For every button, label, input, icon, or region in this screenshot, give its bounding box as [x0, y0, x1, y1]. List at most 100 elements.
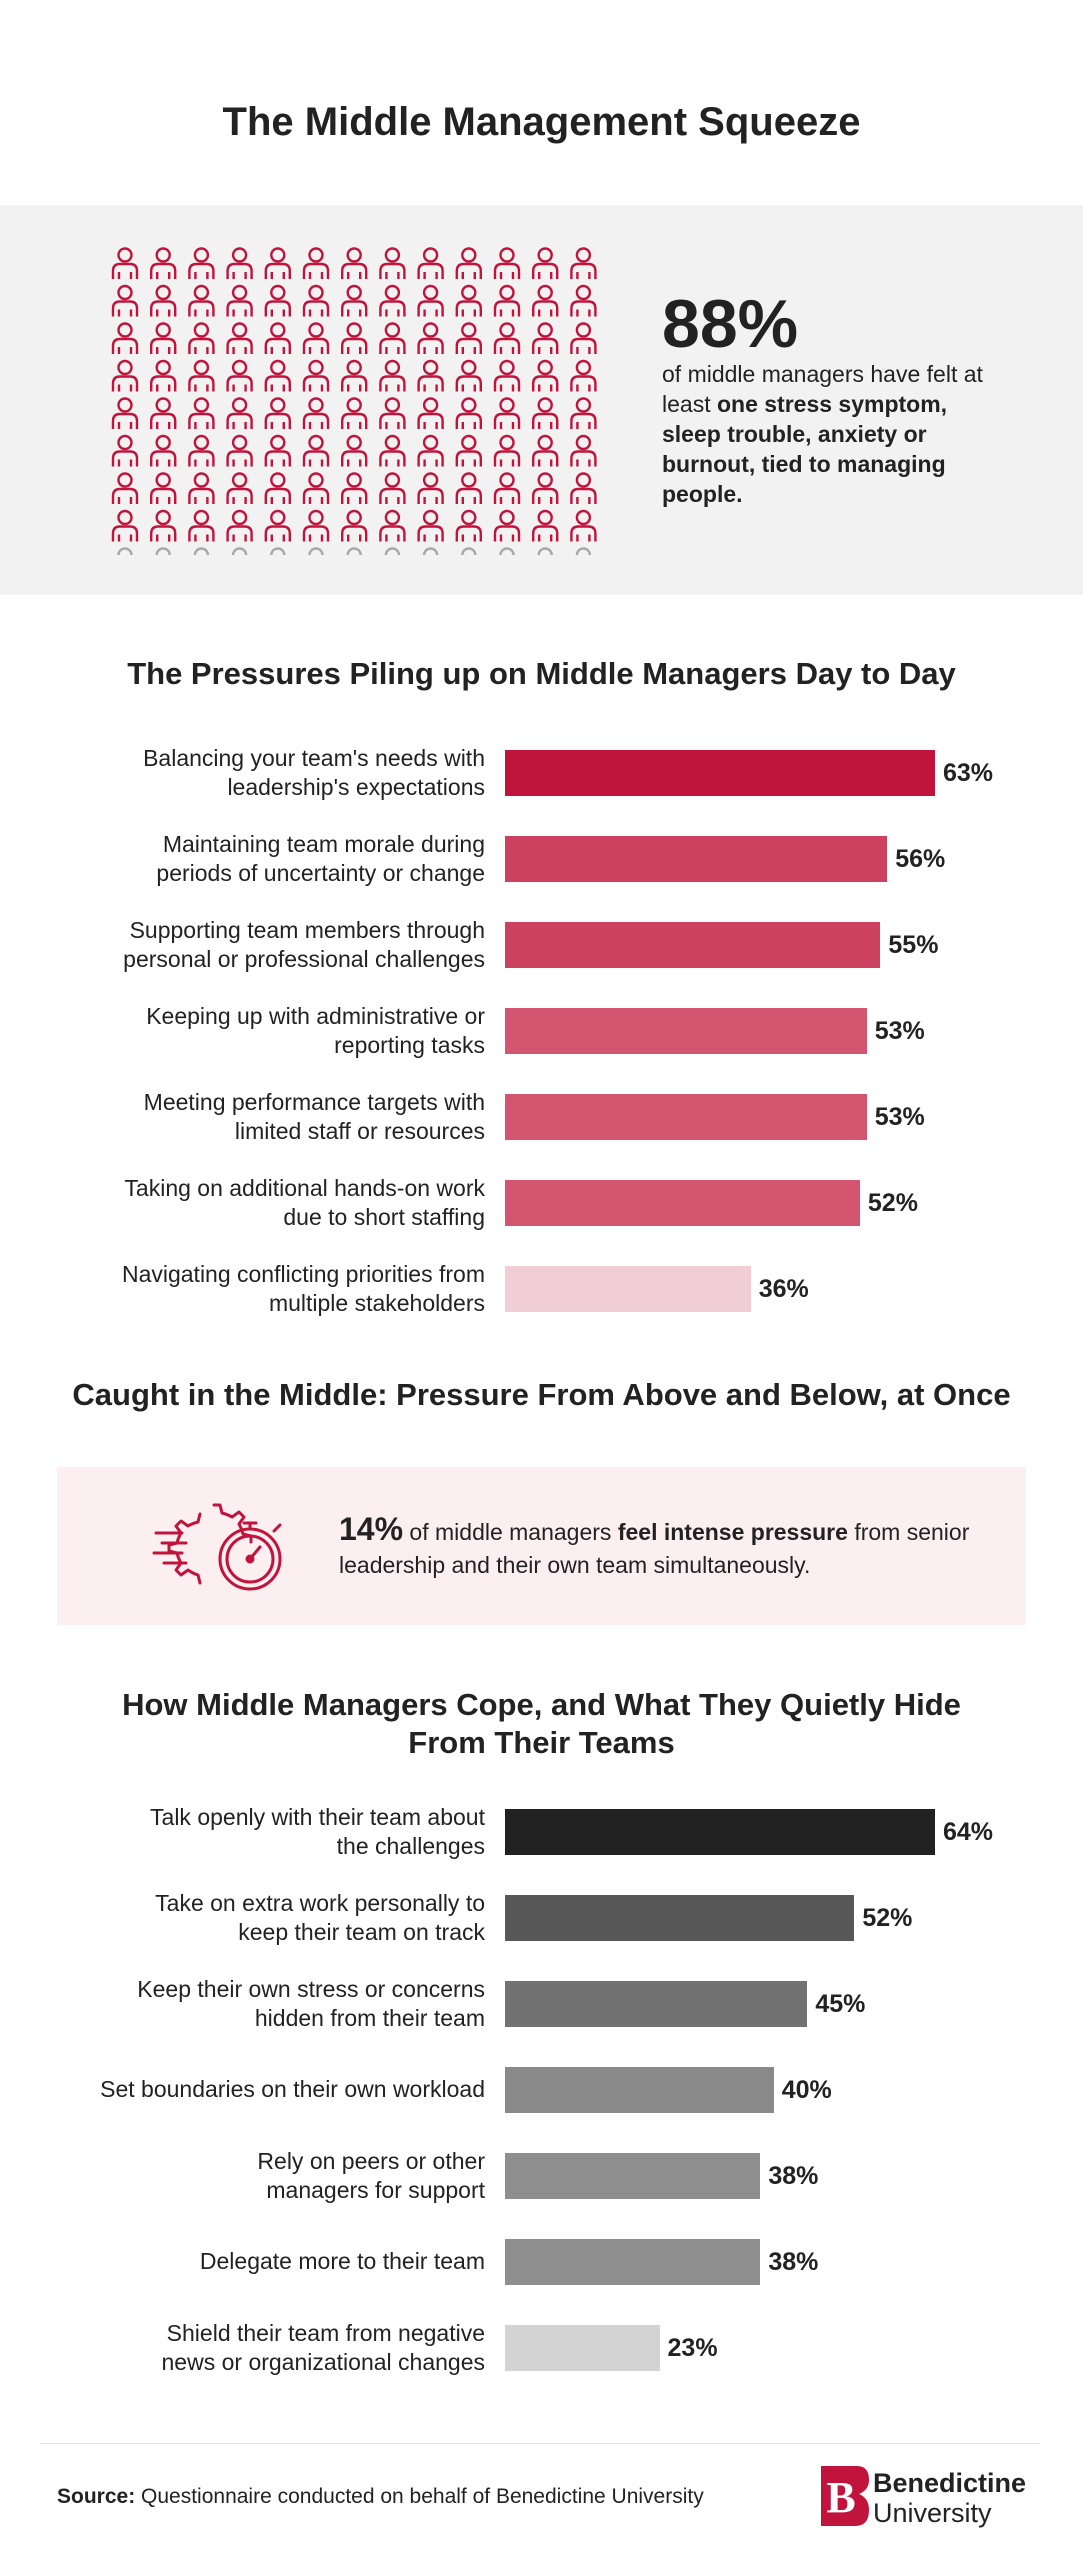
pressures-chart-title: The Pressures Piling up on Middle Manage… — [127, 656, 956, 691]
person-icon — [379, 284, 406, 317]
person-icon — [570, 359, 597, 392]
person-icon — [379, 397, 406, 429]
person-icon — [537, 547, 553, 555]
person-icon — [532, 397, 559, 429]
pressures-bar — [505, 836, 888, 882]
person-icon — [302, 322, 330, 354]
person-icon — [570, 397, 597, 429]
pressures-bar — [505, 1180, 860, 1226]
pressures-bar-row: Taking on additional hands-on work due to… — [0, 1168, 1083, 1238]
person-icon — [417, 322, 444, 354]
coping-bar-value: 45% — [815, 1990, 866, 2018]
person-icon — [264, 322, 291, 354]
person-icon — [150, 434, 177, 467]
pressures-bar-row: Supporting team members through personal … — [0, 910, 1083, 980]
person-icon — [379, 434, 406, 467]
logo-letter: B — [826, 2473, 855, 2522]
coping-bar-chart: Talk openly with their team about the cha… — [0, 1797, 1083, 2397]
person-icon — [379, 472, 406, 504]
person-icon — [111, 284, 139, 317]
person-icon — [417, 247, 444, 279]
person-icon — [417, 472, 444, 504]
person-icon — [111, 472, 139, 504]
person-icon — [111, 322, 139, 354]
person-icon — [270, 547, 286, 555]
coping-bar-row: Delegate more to their team 38% — [0, 2227, 1083, 2297]
person-icon — [532, 247, 559, 279]
person-icon — [384, 547, 401, 555]
coping-bar — [505, 1981, 808, 2027]
person-icon — [532, 284, 559, 317]
person-icon — [422, 547, 439, 555]
pressures-bar-label: Navigating conflicting priorities from mu… — [121, 1260, 485, 1316]
coping-bar-label: Take on extra work personally to keep the… — [155, 1889, 485, 1945]
coping-bar-value: 52% — [862, 1904, 913, 1932]
coping-bar-value: 64% — [943, 1818, 994, 1846]
coping-bar-row: Rely on peers or other managers for suppo… — [0, 2141, 1083, 2211]
person-icon — [532, 322, 559, 354]
coping-bar-label: Keep their own stress or concerns hidden … — [137, 1975, 485, 2031]
person-icon — [379, 247, 406, 279]
person-icon — [341, 472, 368, 504]
logo-name: Benedictine — [873, 2468, 1027, 2498]
person-icon — [532, 359, 559, 392]
coping-bar-label: Delegate more to their team — [199, 2248, 485, 2275]
person-icon — [188, 359, 215, 392]
person-icon — [308, 547, 324, 555]
coping-bar-value: 38% — [768, 2162, 819, 2190]
coping-bar-row: Take on extra work personally to keep the… — [0, 1883, 1083, 1953]
person-icon — [150, 472, 177, 504]
person-icon — [341, 284, 368, 317]
coping-bar — [505, 1895, 855, 1941]
pressures-bar-label: Taking on additional hands-on work due to… — [124, 1174, 485, 1230]
hero-percent: 88% — [662, 286, 799, 362]
person-icon — [493, 284, 521, 317]
pressures-bar — [505, 750, 935, 796]
person-icon — [417, 359, 444, 392]
person-icon — [155, 547, 171, 555]
people-icon-grid — [111, 247, 597, 555]
person-icon — [226, 472, 253, 504]
person-icon — [455, 434, 482, 467]
person-icon — [341, 509, 368, 542]
coping-bar-value: 38% — [768, 2248, 819, 2276]
coping-bar-label: Talk openly with their team about the cha… — [150, 1803, 485, 1859]
coping-title-line: How Middle Managers Cope, and What They … — [122, 1687, 961, 1722]
person-icon — [379, 359, 406, 392]
person-icon — [226, 434, 253, 467]
person-icon — [493, 397, 521, 429]
person-icon — [493, 472, 521, 504]
person-icon — [570, 247, 597, 279]
person-icon — [188, 434, 215, 467]
person-icon — [455, 247, 482, 279]
coping-bar-label: Set boundaries on their own workload — [100, 2076, 485, 2103]
coping-bar-value: 40% — [781, 2076, 832, 2104]
person-icon — [493, 359, 521, 392]
person-icon — [150, 322, 177, 354]
person-icon — [341, 247, 368, 279]
pressures-bar — [505, 922, 881, 968]
person-icon — [493, 434, 521, 467]
pressures-bar-value: 52% — [867, 1189, 918, 1217]
person-icon — [150, 247, 177, 279]
pressures-bar-value: 53% — [874, 1017, 925, 1045]
pressures-bar-row: Maintaining team morale during periods of… — [0, 824, 1083, 894]
person-icon — [150, 359, 177, 392]
pressures-bar-value: 36% — [758, 1275, 809, 1303]
person-icon — [455, 322, 482, 354]
person-icon — [570, 284, 597, 317]
person-icon — [493, 322, 521, 354]
person-icon — [193, 547, 210, 555]
person-icon — [302, 247, 330, 279]
person-icon — [455, 509, 482, 542]
source-note: Source: Questionnaire conducted on behal… — [57, 2485, 704, 2508]
coping-bar-row: Set boundaries on their own workload 40% — [0, 2055, 1083, 2125]
person-icon — [188, 472, 215, 504]
person-icon — [455, 472, 482, 504]
person-icon — [302, 284, 330, 317]
pressures-bar-label: Supporting team members through personal … — [123, 916, 485, 972]
person-icon — [417, 397, 444, 429]
pressures-bar-row: Meeting performance targets with limited … — [0, 1082, 1083, 1152]
person-icon — [264, 472, 291, 504]
callout-text: 14% of middle managers feel intense pres… — [339, 1511, 970, 1578]
